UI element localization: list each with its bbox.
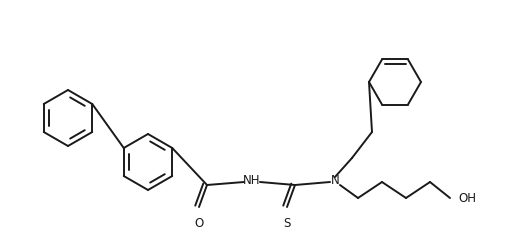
Text: O: O — [195, 217, 204, 230]
Text: S: S — [283, 217, 291, 230]
Text: N: N — [331, 173, 339, 186]
Text: NH: NH — [243, 173, 261, 186]
Text: OH: OH — [458, 193, 476, 205]
